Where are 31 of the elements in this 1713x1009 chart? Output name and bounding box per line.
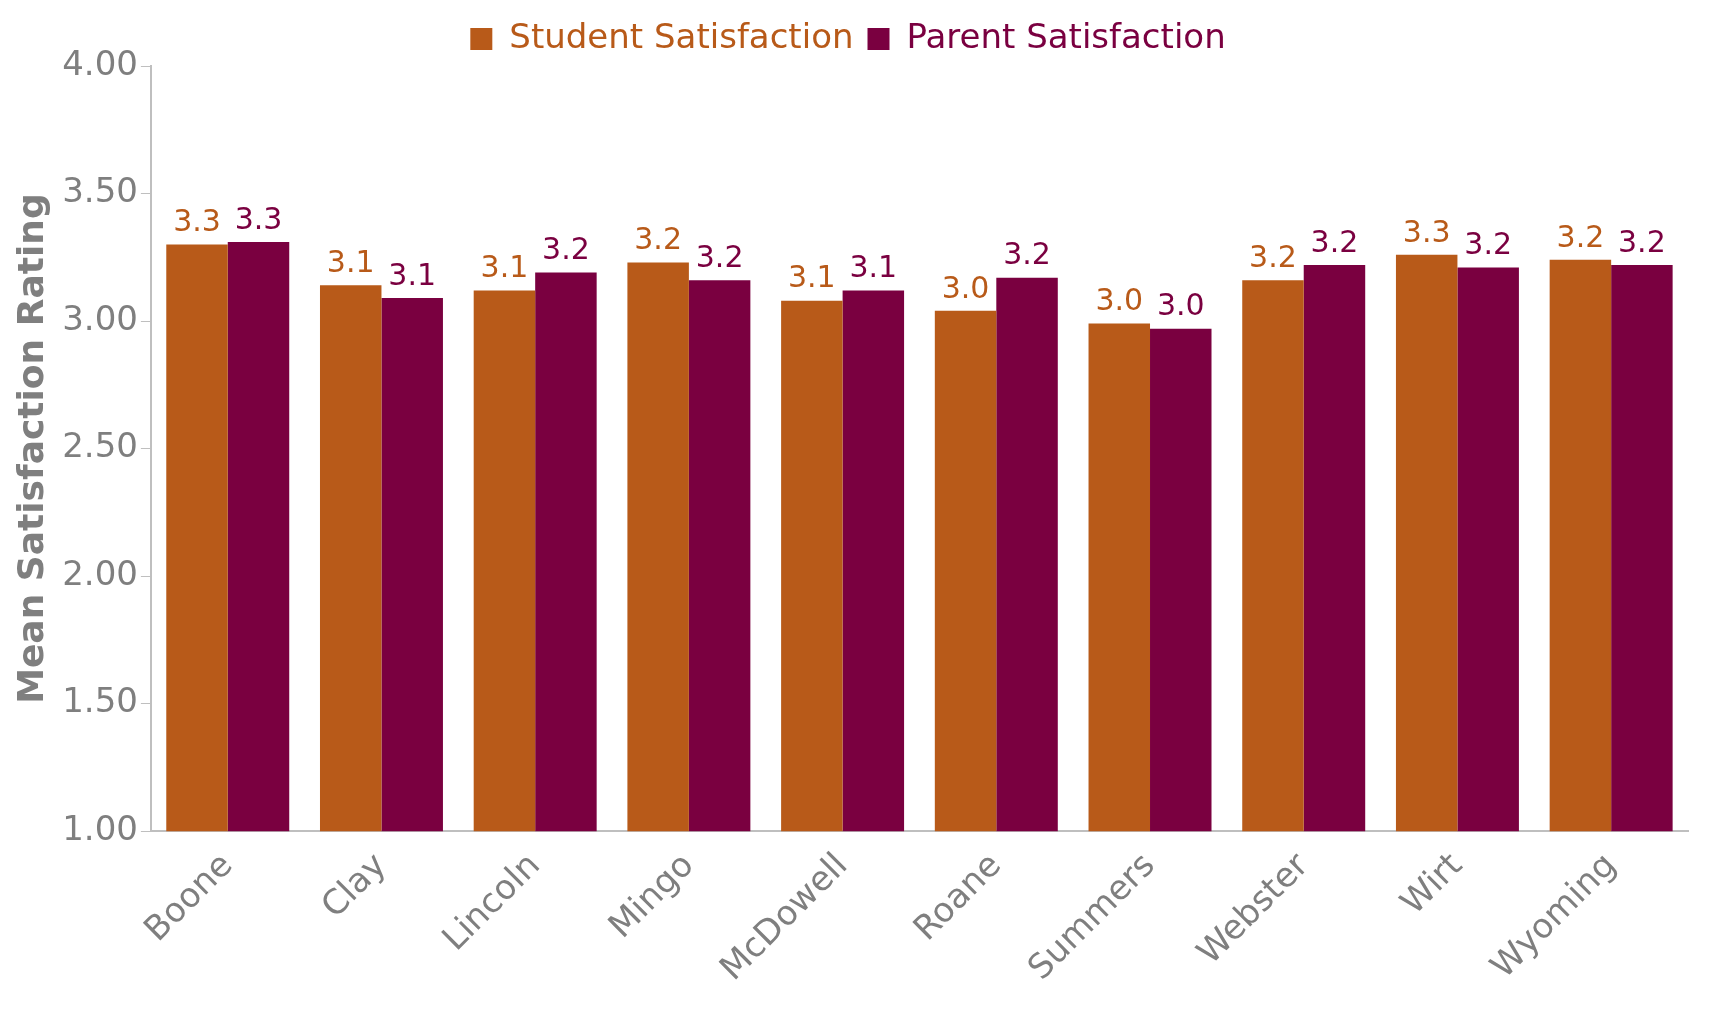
data-label: 3.3 — [234, 200, 283, 236]
x-tick-label: Wirt — [1391, 844, 1470, 922]
legend-label: Student Satisfaction — [509, 15, 854, 56]
data-label: 3.1 — [480, 249, 529, 285]
y-tick-label: 2.50 — [62, 425, 138, 466]
data-label: 3.2 — [1464, 226, 1513, 262]
y-tick-label: 4.00 — [62, 42, 138, 83]
data-label: 3.2 — [695, 239, 744, 275]
data-label: 3.0 — [1095, 282, 1144, 318]
data-label: 3.1 — [849, 249, 898, 285]
y-tick-label: 2.00 — [62, 552, 138, 593]
data-label: 3.3 — [1402, 213, 1451, 249]
data-label: 3.2 — [542, 231, 590, 267]
data-label: 3.2 — [1003, 236, 1051, 272]
data-label: 3.2 — [634, 221, 682, 257]
data-label: 3.2 — [1618, 223, 1666, 259]
data-label: 3.2 — [1556, 218, 1605, 254]
y-tick-label: 3.50 — [62, 170, 138, 211]
data-label: 3.1 — [788, 259, 836, 295]
data-label: 3.1 — [326, 244, 375, 280]
y-tick-label: 1.50 — [62, 680, 138, 721]
legend-label: Parent Satisfaction — [906, 15, 1226, 56]
data-label: 3.2 — [1310, 223, 1359, 259]
data-label: 3.3 — [173, 203, 221, 239]
y-tick-label: 1.00 — [62, 807, 138, 848]
data-label: 3.0 — [941, 269, 990, 305]
data-label: 3.0 — [1156, 287, 1205, 323]
data-label: 3.1 — [388, 256, 437, 292]
y-tick-label: 3.00 — [62, 297, 138, 338]
y-axis-title: Mean Satisfaction Rating — [9, 193, 51, 704]
data-label: 3.2 — [1249, 239, 1297, 275]
